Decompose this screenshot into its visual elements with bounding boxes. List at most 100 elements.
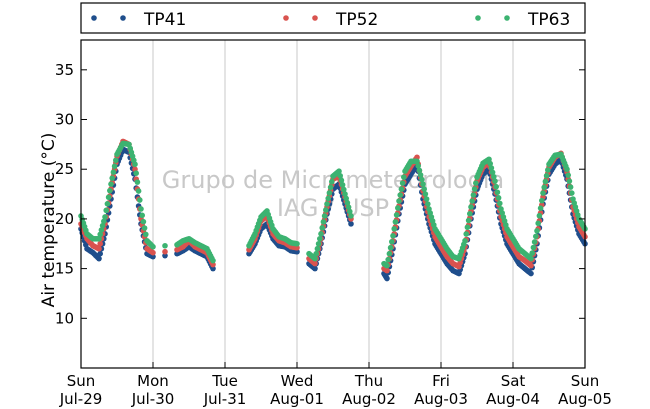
data-point bbox=[384, 267, 390, 274]
data-point bbox=[464, 224, 471, 231]
data-point bbox=[396, 198, 402, 204]
data-point bbox=[491, 173, 497, 180]
data-point bbox=[105, 194, 112, 201]
data-point bbox=[488, 165, 495, 171]
data-point bbox=[97, 250, 103, 257]
data-point bbox=[493, 183, 500, 190]
data-point bbox=[294, 240, 300, 247]
data-point bbox=[416, 167, 423, 174]
data-point bbox=[313, 250, 320, 257]
data-point bbox=[132, 161, 138, 168]
data-point bbox=[102, 214, 108, 220]
x-tick-date: Jul-29 bbox=[59, 390, 103, 408]
data-point bbox=[329, 178, 335, 185]
data-point bbox=[535, 220, 541, 227]
data-point bbox=[567, 184, 574, 190]
data-point bbox=[141, 225, 148, 231]
data-point bbox=[463, 231, 470, 237]
y-axis: 10 15 20 25 30 35 bbox=[55, 61, 585, 327]
data-point bbox=[543, 172, 550, 179]
data-point bbox=[104, 201, 111, 207]
data-point bbox=[342, 191, 348, 197]
legend-marker bbox=[504, 15, 510, 21]
data-point bbox=[529, 250, 535, 256]
data-point bbox=[385, 256, 392, 263]
data-point bbox=[387, 244, 394, 251]
data-point bbox=[150, 243, 156, 250]
data-point bbox=[324, 201, 330, 207]
legend: TP41 TP52 TP63 bbox=[80, 2, 586, 34]
data-point bbox=[537, 205, 544, 211]
data-point bbox=[398, 186, 405, 192]
data-point bbox=[143, 231, 149, 238]
data-point bbox=[317, 235, 323, 242]
data-point bbox=[140, 218, 147, 225]
data-point bbox=[133, 170, 139, 176]
data-point bbox=[318, 231, 324, 237]
data-point bbox=[326, 190, 333, 196]
data-point bbox=[107, 187, 113, 194]
data-point bbox=[113, 157, 119, 164]
data-point bbox=[210, 265, 216, 272]
y-tick-label: 25 bbox=[55, 160, 74, 178]
x-tick-date: Aug-01 bbox=[270, 390, 324, 408]
y-tick-label: 15 bbox=[55, 260, 74, 278]
data-point bbox=[336, 168, 342, 174]
x-tick-day: Mon bbox=[137, 372, 169, 390]
data-point bbox=[542, 178, 549, 185]
data-point bbox=[528, 262, 534, 269]
data-point bbox=[399, 180, 406, 186]
legend-label-TP41: TP41 bbox=[143, 10, 186, 30]
data-point bbox=[393, 212, 400, 218]
data-point bbox=[540, 190, 546, 196]
data-point bbox=[327, 184, 334, 191]
data-point bbox=[162, 252, 168, 259]
data-point bbox=[489, 169, 496, 176]
data-point bbox=[338, 177, 345, 184]
data-point bbox=[473, 180, 479, 186]
data-point bbox=[534, 228, 540, 234]
data-point bbox=[425, 201, 431, 207]
data-point bbox=[468, 204, 474, 210]
data-point bbox=[528, 270, 534, 277]
data-point bbox=[462, 237, 468, 244]
data-point bbox=[135, 188, 142, 194]
data-point bbox=[564, 166, 570, 173]
y-tick-label: 35 bbox=[55, 61, 74, 79]
data-point bbox=[530, 244, 537, 251]
data-point bbox=[390, 233, 396, 239]
data-point bbox=[391, 226, 398, 232]
data-point bbox=[389, 238, 395, 245]
data-point bbox=[150, 253, 156, 260]
data-point bbox=[97, 240, 103, 247]
data-point bbox=[103, 207, 109, 214]
data-point bbox=[150, 249, 156, 256]
data-point bbox=[492, 178, 498, 184]
data-point bbox=[337, 172, 344, 179]
data-point bbox=[312, 265, 318, 272]
data-point bbox=[111, 163, 118, 170]
data-point bbox=[348, 221, 354, 227]
data-point bbox=[528, 255, 534, 262]
legend-marker bbox=[312, 15, 318, 21]
x-tick-day: Tue bbox=[211, 372, 238, 390]
x-tick-date: Aug-05 bbox=[558, 390, 612, 408]
data-point bbox=[339, 182, 346, 188]
data-point bbox=[320, 219, 327, 225]
x-tick-day: Sun bbox=[571, 372, 600, 390]
data-point bbox=[533, 233, 539, 240]
data-point bbox=[344, 200, 351, 206]
legend-marker bbox=[475, 15, 481, 21]
data-point bbox=[109, 175, 115, 181]
data-point bbox=[325, 195, 332, 202]
data-point bbox=[384, 275, 390, 282]
data-point bbox=[101, 218, 107, 225]
x-tick-date: Aug-03 bbox=[414, 390, 468, 408]
data-point bbox=[323, 207, 329, 213]
data-point bbox=[420, 181, 426, 187]
data-point bbox=[469, 198, 476, 204]
data-point bbox=[423, 196, 430, 202]
data-point bbox=[210, 257, 216, 264]
data-point bbox=[319, 225, 326, 231]
y-tick-label: 10 bbox=[55, 309, 74, 327]
